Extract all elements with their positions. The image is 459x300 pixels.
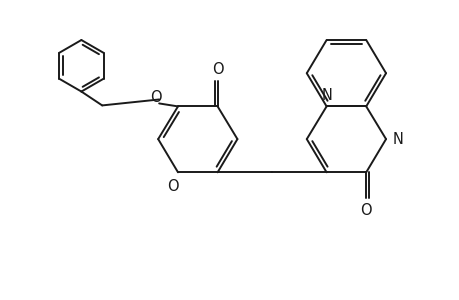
Text: O: O	[167, 179, 179, 194]
Text: N: N	[320, 88, 331, 104]
Text: O: O	[211, 62, 223, 77]
Text: O: O	[150, 90, 161, 105]
Text: O: O	[360, 202, 371, 217]
Text: N: N	[392, 132, 403, 147]
